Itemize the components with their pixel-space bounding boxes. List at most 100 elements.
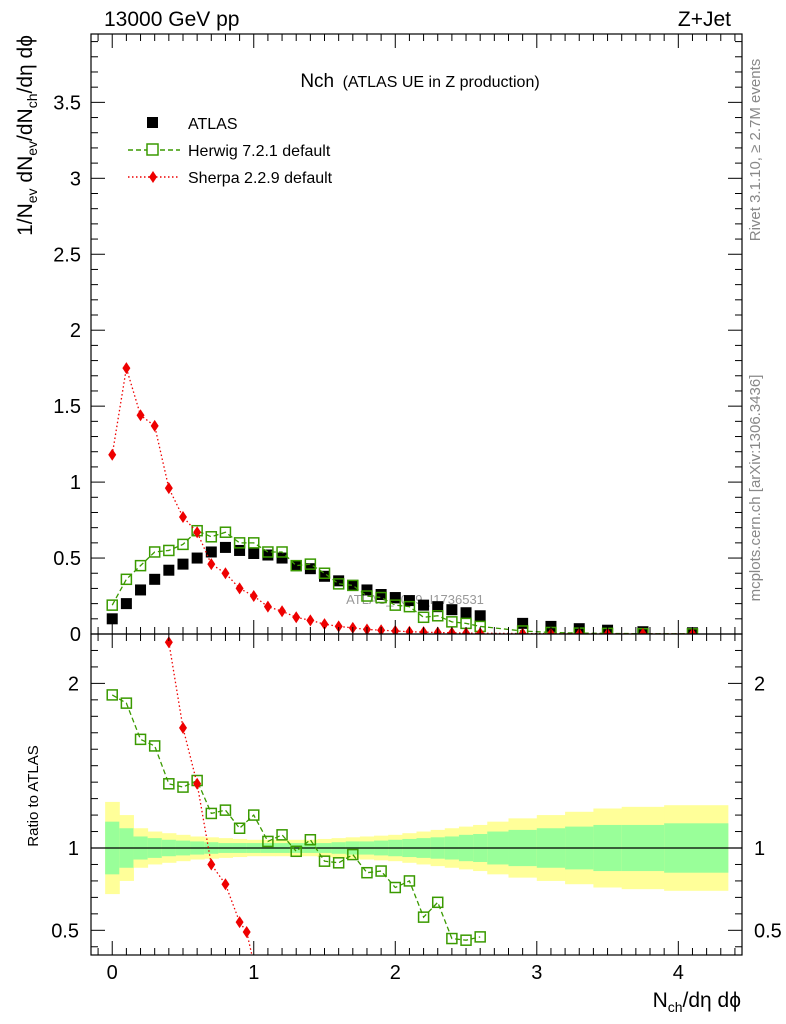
herwig-ratio-point [417, 911, 430, 923]
herwig-data-point [347, 579, 359, 592]
herwig-ratio-point [290, 845, 302, 858]
sherpa-data-point [334, 620, 343, 633]
legend-marker-sherpa [149, 171, 157, 183]
herwig-data-point [361, 590, 373, 602]
atlas-data-point [262, 549, 274, 561]
ratio-y-tick-label: 0.5 [51, 920, 79, 942]
x-tick-label: 3 [531, 962, 542, 984]
herwig-ratio-point [163, 778, 175, 790]
sherpa-data-point [164, 482, 173, 495]
ratio-line-1 [168, 642, 253, 955]
atlas-data-point [333, 575, 345, 587]
legend-label-atlas: ATLAS [188, 116, 238, 133]
main-y-tick-label: 3 [70, 168, 81, 190]
herwig-ratio-point [148, 740, 161, 752]
herwig-ratio-point [120, 697, 133, 709]
herwig-ratio-point [347, 848, 359, 861]
atlas-data-point [248, 547, 260, 559]
y-axis-title-sub: ch [24, 93, 40, 108]
herwig-data-point [219, 526, 232, 538]
herwig-data-point [134, 559, 147, 572]
atlas-data-point [135, 584, 147, 596]
sherpa-ratio-point [235, 916, 244, 929]
atlas-data-point [219, 541, 231, 553]
main-y-tick-label: 0 [70, 624, 81, 646]
herwig-data-point [403, 600, 416, 613]
sherpa-data-point [136, 409, 145, 422]
atlas-data-point [347, 579, 359, 591]
sherpa-data-point [638, 627, 647, 634]
herwig-data-point [163, 544, 175, 557]
x-axis-title-part: N [653, 989, 668, 1012]
herwig-ratio-point [205, 807, 218, 820]
sherpa-data-point [207, 558, 216, 571]
rivet-label: Rivet 3.1.10, ≥ 2.7M events [747, 59, 764, 242]
x-tick-label: 4 [673, 962, 684, 984]
atlas-data-point [460, 607, 472, 619]
y-axis-title-part: dN [14, 156, 37, 189]
herwig-ratio-point [474, 931, 486, 943]
herwig-data-point [318, 567, 331, 579]
herwig-ratio-point [332, 857, 345, 869]
herwig-data-point [389, 599, 402, 611]
herwig-data-point [417, 611, 430, 624]
herwig-data-point [120, 573, 133, 586]
main-y-tick-label: 1 [70, 472, 81, 494]
herwig-ratio-point [134, 733, 147, 746]
atlas-data-point [106, 613, 118, 625]
herwig-data-point [177, 538, 189, 551]
ratio-y-tick-label-right: 1 [754, 838, 765, 860]
legend-label-sherpa: Sherpa 2.2.9 default [188, 170, 333, 187]
herwig-ratio-point [403, 875, 416, 887]
herwig-ratio-point [248, 809, 260, 821]
y-axis-title-part: /dη dϕ [14, 35, 37, 93]
herwig-data-point [290, 559, 302, 572]
mcplots-label: mcplots.cern.ch [arXiv:1306.3436] [747, 375, 764, 602]
herwig-ratio-point [460, 934, 472, 946]
herwig-ratio-point [431, 896, 444, 909]
sherpa-data-point [292, 611, 301, 624]
herwig-ratio-point [106, 689, 118, 701]
main-y-tick-label: 1.5 [53, 396, 81, 418]
y-axis-title: 1/Nev dNev/dNch/dη dϕ [14, 35, 40, 236]
x-axis-title-part: /dη dϕ [683, 989, 741, 1012]
ratio-y-label: Ratio to ATLAS [25, 745, 42, 846]
atlas-data-point [474, 610, 486, 622]
ratio-y-tick-label: 1 [68, 838, 79, 860]
ratio-panel-frame [90, 633, 743, 956]
sherpa-data-point [263, 600, 272, 613]
ratio-y-tick-label-right: 2 [754, 673, 765, 695]
sherpa-ratio-point [193, 777, 202, 790]
legend-marker-herwig [146, 143, 159, 156]
y-axis-title-sub: ev [24, 141, 40, 156]
header-process: Z+Jet [678, 8, 731, 31]
x-tick-label: 2 [390, 962, 401, 984]
atlas-data-point [389, 592, 401, 604]
herwig-ratio-point [375, 865, 387, 877]
main-title: Nch (ATLAS UE in Z production) [300, 71, 539, 92]
sherpa-ratio-point [207, 858, 216, 871]
sherpa-data-point [306, 614, 315, 627]
x-axis-title-sub: ch [668, 999, 683, 1015]
sherpa-ratio-point [178, 721, 187, 734]
herwig-ratio-point [304, 834, 317, 846]
herwig-ratio-point [318, 855, 331, 867]
atlas-data-point [276, 552, 288, 564]
x-tick-label: 0 [107, 962, 118, 984]
atlas-data-point [446, 604, 458, 616]
herwig-ratio-point [389, 881, 402, 894]
herwig-ratio-point [219, 804, 232, 816]
herwig-data-point [205, 531, 218, 543]
herwig-data-point [262, 546, 274, 558]
sherpa-data-point [278, 605, 287, 618]
atlas-data-point [517, 617, 529, 629]
atlas-data-point [149, 573, 161, 585]
herwig-data-point [106, 599, 118, 611]
header-energy: 13000 GeV pp [104, 8, 239, 31]
main-y-tick-label: 0.5 [53, 548, 81, 570]
atlas-data-point [361, 584, 373, 596]
ratio-line-0 [111, 694, 481, 941]
y-axis-title-part: /dN [14, 108, 37, 141]
ratio-y-tick-label-right: 0.5 [754, 920, 782, 942]
atlas-data-point [120, 598, 132, 610]
